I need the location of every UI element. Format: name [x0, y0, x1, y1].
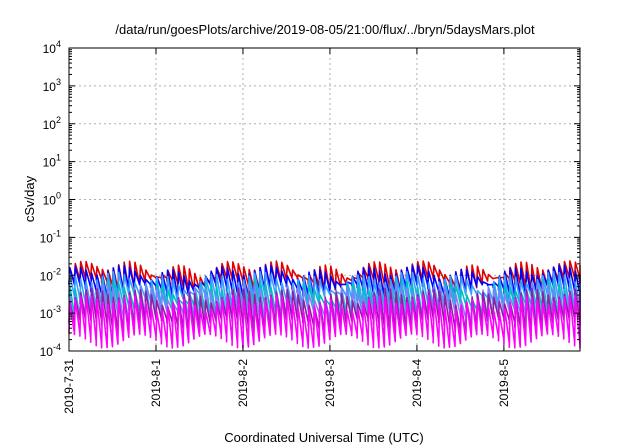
series-group: [68, 260, 581, 349]
x-axis-label: Coordinated Universal Time (UTC): [224, 430, 423, 445]
y-axis-label: cSv/day: [22, 175, 37, 222]
x-tick-label: 2019-8-2: [236, 359, 250, 407]
grid: [69, 48, 580, 351]
y-tick-label: 10-2: [40, 266, 61, 283]
y-tick-base: 10: [40, 307, 54, 321]
y-tick-exponent: -2: [53, 266, 61, 276]
y-tick-base: 10: [43, 42, 57, 56]
y-tick-base: 10: [40, 345, 54, 359]
x-tick-label: 2019-8-1: [149, 359, 163, 407]
y-tick-exponent: -1: [53, 228, 61, 238]
y-tick-label: 103: [43, 77, 61, 94]
y-tick-exponent: 4: [56, 39, 61, 49]
series-line: [68, 294, 581, 349]
y-tick-label: 104: [43, 39, 61, 56]
y-tick-base: 10: [40, 269, 54, 283]
y-tick-base: 10: [43, 194, 57, 208]
x-axis: 2019-7-31 2019-8-1 2019-8-2 2019-8-3 2019-8-…: [62, 48, 511, 414]
y-tick-label: 10-1: [40, 228, 61, 245]
y-tick-exponent: 2: [56, 115, 61, 125]
y-tick-base: 10: [43, 156, 57, 170]
y-tick-exponent: 3: [56, 77, 61, 87]
x-tick-label: 2019-8-3: [323, 359, 337, 407]
chart-title: /data/run/goesPlots/archive/2019-08-05/2…: [115, 22, 535, 37]
y-tick-label: 101: [43, 153, 61, 170]
y-tick-exponent: -3: [53, 304, 61, 314]
x-tick-label: 2019-8-4: [410, 359, 424, 407]
y-tick-base: 10: [40, 231, 54, 245]
y-tick-label: 102: [43, 115, 61, 132]
y-tick-label: 10-3: [40, 304, 61, 321]
y-tick-base: 10: [43, 80, 57, 94]
y-tick-exponent: 0: [56, 191, 61, 201]
y-tick-base: 10: [43, 118, 57, 132]
x-tick-label: 2019-7-31: [62, 359, 76, 414]
x-tick-label: 2019-8-5: [497, 359, 511, 407]
y-tick-label: 10-4: [40, 342, 61, 359]
y-tick-exponent: -4: [53, 342, 61, 352]
y-tick-label: 100: [43, 191, 61, 208]
y-tick-exponent: 1: [56, 153, 61, 163]
